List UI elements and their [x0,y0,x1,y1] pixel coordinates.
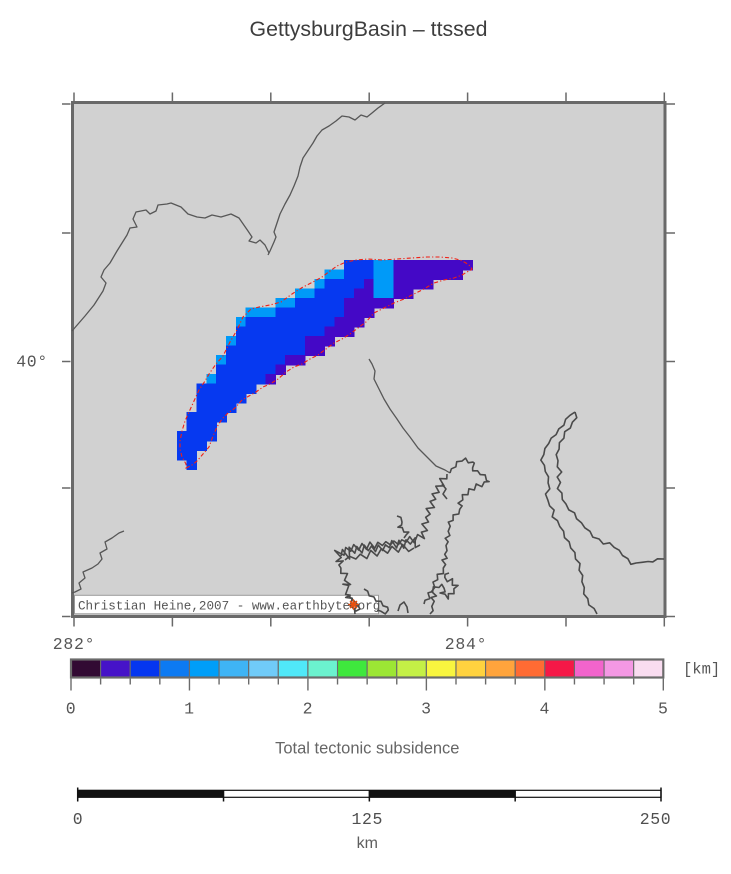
svg-text:0: 0 [73,810,84,829]
svg-text:125: 125 [351,810,383,829]
svg-text:3: 3 [421,700,432,719]
svg-text:5: 5 [658,700,669,719]
svg-text:40°: 40° [16,353,48,372]
svg-text:1: 1 [184,700,195,719]
svg-text:GettysburgBasin – ttssed: GettysburgBasin – ttssed [250,17,488,41]
svg-text:282°: 282° [53,635,95,654]
svg-text:250: 250 [640,810,672,829]
svg-text:284°: 284° [445,635,487,654]
svg-text:0: 0 [66,700,77,719]
svg-text:Christian Heine,2007 - www.ear: Christian Heine,2007 - www.earthbyte.org [78,600,380,614]
svg-text:Total tectonic subsidence: Total tectonic subsidence [275,740,459,758]
svg-text:2: 2 [303,700,314,719]
svg-text:4: 4 [540,700,551,719]
svg-text:km: km [357,835,378,852]
svg-text:[km]: [km] [683,661,720,679]
